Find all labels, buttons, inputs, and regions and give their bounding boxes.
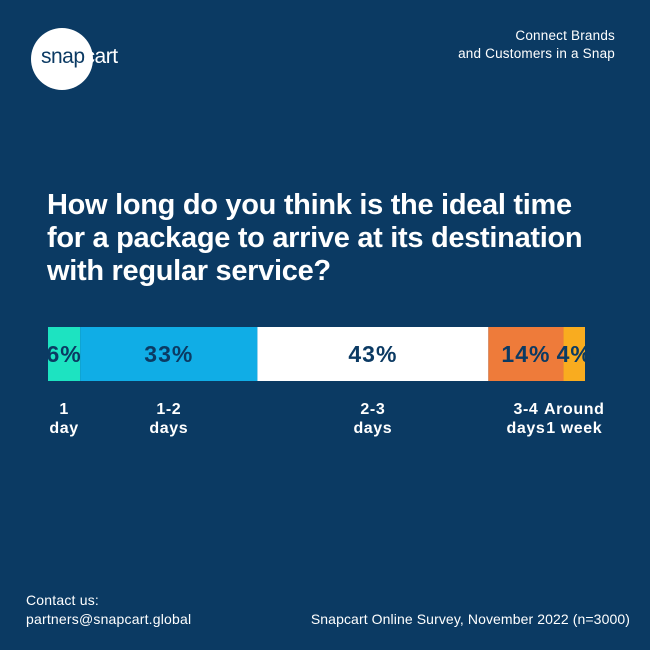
survey-question: How long do you think is the ideal time … xyxy=(47,189,627,288)
category-label: 1 xyxy=(59,401,69,418)
logo-badge xyxy=(31,28,93,90)
survey-source: Snapcart Online Survey, November 2022 (n… xyxy=(310,611,630,627)
contact-block: Contact us: partners@snapcart.global xyxy=(26,591,191,629)
question-line-2: for a package to arrive at its destinati… xyxy=(47,222,583,254)
category-label: 2-3 xyxy=(360,401,385,418)
category-label: days xyxy=(353,420,392,437)
category-label: days xyxy=(506,420,545,437)
bar-segment xyxy=(563,327,585,381)
category-label: 3-4 xyxy=(513,401,538,418)
tagline-line-1: Connect Brands xyxy=(515,28,615,43)
category-label: day xyxy=(49,420,78,437)
bar-value-label: 14% xyxy=(501,341,550,367)
tagline-line-2: and Customers in a Snap xyxy=(458,46,615,61)
brand-tagline: Connect Brands and Customers in a Snap xyxy=(375,27,615,63)
bar-value-label: 6% xyxy=(46,341,81,367)
bar-value-label: 4% xyxy=(557,341,592,367)
bar-value-label: 43% xyxy=(348,341,397,367)
category-label: days xyxy=(149,420,188,437)
question-line-1: How long do you think is the ideal time xyxy=(47,189,572,221)
bar-segment xyxy=(257,327,489,381)
category-label: 1-2 xyxy=(156,401,181,418)
logo-text-cart: cart xyxy=(84,45,119,68)
snapcart-logo: snapcart xyxy=(41,44,118,70)
bar-segment xyxy=(488,327,564,381)
logo-text-snap: snap xyxy=(41,45,85,68)
category-label: 1 week xyxy=(546,420,602,437)
question-line-3: with regular service? xyxy=(47,255,331,287)
contact-label: Contact us: xyxy=(26,592,100,608)
contact-email: partners@snapcart.global xyxy=(26,611,192,627)
category-label: Around xyxy=(544,401,604,418)
bar-value-label: 33% xyxy=(144,341,193,367)
bar-segment xyxy=(80,327,258,381)
bar-segment xyxy=(48,327,81,381)
